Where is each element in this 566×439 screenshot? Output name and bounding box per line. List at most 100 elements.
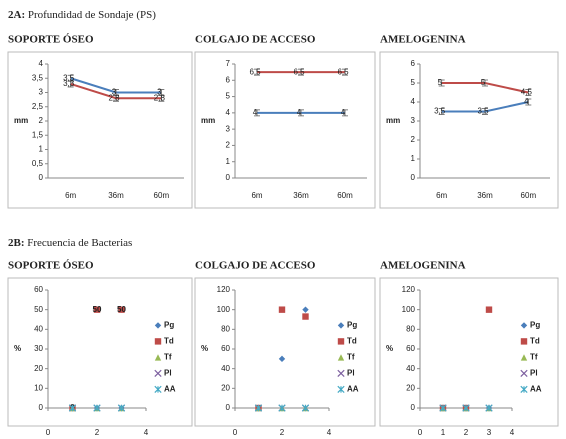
data-label: 50 <box>93 305 102 314</box>
y-tick-label: 4 <box>39 59 44 68</box>
point <box>485 404 493 412</box>
legend-marker <box>337 338 345 345</box>
y-tick-label: 20 <box>406 383 415 392</box>
y-tick-label: 40 <box>406 364 415 373</box>
legend-marker <box>520 385 528 394</box>
y-tick-label: 3,5 <box>32 73 44 82</box>
data-label: 3,3 <box>63 79 75 88</box>
legend-label: Pl <box>164 369 172 378</box>
point <box>254 404 263 412</box>
section-text: Frecuencia de Bacterias <box>27 237 132 249</box>
x-tick-label: 4 <box>327 428 332 437</box>
x-tick-label: 2 <box>280 428 285 437</box>
y-tick-label: 100 <box>217 305 231 314</box>
legend-label: Tf <box>164 353 172 362</box>
y-tick-label: 0 <box>411 403 416 412</box>
data-label: 3,5 <box>63 73 75 82</box>
data-label: 50 <box>117 305 126 314</box>
point <box>298 68 304 76</box>
legend-marker <box>154 354 162 361</box>
y-tick-label: 2 <box>411 135 416 144</box>
point <box>462 404 470 412</box>
legend-marker <box>337 369 345 378</box>
point <box>67 80 74 88</box>
y-tick-label: 40 <box>221 364 230 373</box>
x-tick-label: 2 <box>95 428 100 437</box>
point <box>525 89 532 96</box>
x-tick-label: 2 <box>464 428 469 437</box>
data-label: 5 <box>437 78 442 87</box>
chart-title: AMELOGENINA <box>380 260 466 272</box>
legend-marker <box>520 369 528 378</box>
legend-marker <box>520 322 528 329</box>
point <box>342 68 348 76</box>
x-tick-label: 60m <box>337 191 353 200</box>
data-label: 6,5 <box>337 67 349 76</box>
legend-label: AA <box>530 385 542 394</box>
y-axis-label: % <box>201 344 208 353</box>
legend-marker <box>154 385 162 394</box>
y-axis-label: mm <box>386 116 400 125</box>
chart-frame <box>7 277 193 427</box>
chart-title: COLGAJO DE ACCESO <box>195 260 316 272</box>
y-tick-label: 2 <box>39 116 44 125</box>
chart-frame <box>194 277 376 427</box>
y-tick-label: 60 <box>221 344 230 353</box>
x-tick-label: 60m <box>521 191 537 200</box>
y-tick-label: 120 <box>402 285 416 294</box>
legend-label: Pg <box>347 321 357 330</box>
y-tick-label: 1 <box>39 145 44 154</box>
point <box>439 404 447 412</box>
y-tick-label: 5 <box>411 78 416 87</box>
data-label: 3,5 <box>477 107 489 116</box>
data-label: 3 <box>112 88 117 97</box>
legend-label: Pg <box>530 321 540 330</box>
point <box>525 98 532 106</box>
legend-label: Tf <box>347 353 355 362</box>
y-tick-label: 0 <box>39 173 44 182</box>
data-label: 2,8 <box>154 93 166 102</box>
x-tick-label: 36m <box>108 191 124 200</box>
x-tick-label: 1 <box>441 428 446 437</box>
y-tick-label: 50 <box>34 305 43 314</box>
point <box>254 109 260 117</box>
data-label: 4 <box>253 108 258 117</box>
legend-marker <box>520 338 528 345</box>
section-label: 2B: <box>8 237 27 249</box>
y-tick-label: 80 <box>406 324 415 333</box>
point <box>342 109 348 117</box>
point <box>278 355 286 363</box>
y-tick-label: 0 <box>226 173 231 182</box>
legend-marker <box>520 354 528 361</box>
data-label: 6,5 <box>293 67 305 76</box>
y-tick-label: 120 <box>217 285 231 294</box>
y-tick-label: 80 <box>221 324 230 333</box>
point <box>438 79 445 87</box>
y-tick-label: 5 <box>226 92 231 101</box>
y-tick-label: 20 <box>34 364 43 373</box>
y-tick-label: 20 <box>221 383 230 392</box>
point <box>302 306 309 313</box>
y-tick-label: 2 <box>226 141 231 150</box>
legend-label: Tf <box>530 353 538 362</box>
point <box>298 109 304 117</box>
data-label: 4 <box>341 108 346 117</box>
y-tick-label: 2,5 <box>32 102 44 111</box>
chart-frame <box>379 277 559 427</box>
data-label: 4 <box>524 97 529 106</box>
y-tick-label: 1 <box>226 157 231 166</box>
chart-title: COLGAJO DE ACCESO <box>195 34 316 46</box>
legend-label: Td <box>530 337 540 346</box>
y-tick-label: 4 <box>411 97 416 106</box>
chart-frame <box>194 51 376 209</box>
point <box>485 306 493 313</box>
section-text: Profundidad de Sondaje (PS) <box>28 9 156 21</box>
point <box>93 306 101 313</box>
y-tick-label: 3 <box>39 88 44 97</box>
chart-title: AMELOGENINA <box>380 34 466 46</box>
y-tick-label: 1 <box>411 154 416 163</box>
x-tick-label: 3 <box>487 428 492 437</box>
y-tick-label: 60 <box>406 344 415 353</box>
y-tick-label: 100 <box>402 305 416 314</box>
legend-label: Pl <box>347 369 355 378</box>
